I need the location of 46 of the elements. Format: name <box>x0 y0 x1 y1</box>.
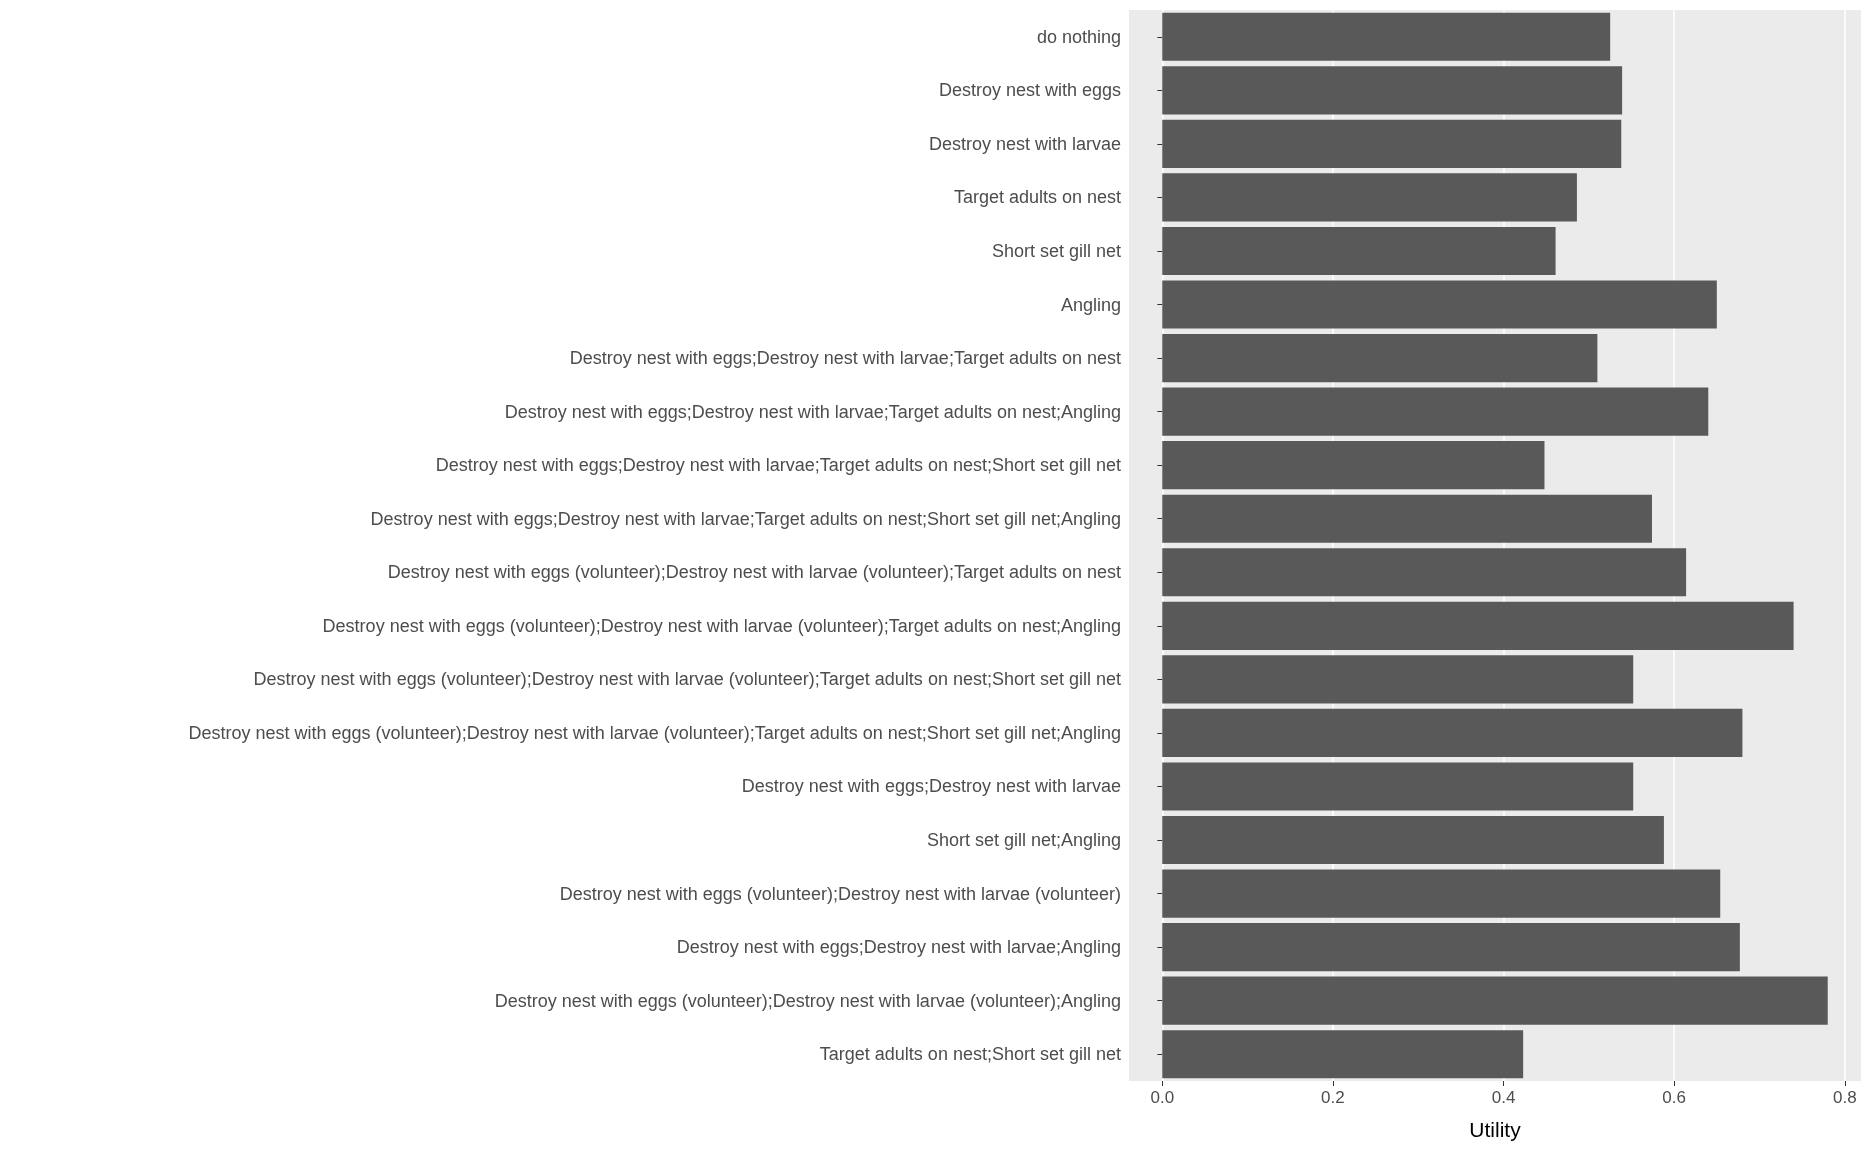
x-axis-title: Utility <box>1469 1118 1522 1141</box>
bar <box>1162 548 1687 597</box>
bar <box>1162 280 1717 329</box>
bar <box>1162 173 1577 222</box>
y-tick-label: Destroy nest with eggs;Destroy nest with larvae;Target adults on nest;Short set gill net <box>435 455 1121 476</box>
bar <box>1162 1030 1524 1079</box>
y-tick-label: Angling <box>1060 294 1121 315</box>
y-tick-label: Destroy nest with eggs <box>938 80 1121 101</box>
bar <box>1162 333 1598 383</box>
y-tick-label: Destroy nest with eggs (volunteer);Destroy nest with larvae (volunteer);Angling <box>494 990 1121 1011</box>
y-tick-label: Destroy nest with eggs;Destroy nest with larvae;Target adults on nest;Short set gill net;Angling <box>370 508 1121 529</box>
x-tick-label: 0.4 <box>1491 1088 1516 1107</box>
y-tick-label: Short set gill net;Angling <box>926 830 1121 851</box>
bar <box>1162 494 1652 543</box>
x-tick-label: 0.2 <box>1321 1088 1345 1107</box>
y-tick-label: Destroy nest with eggs (volunteer);Destroy nest with larvae (volunteer);Target adults on nest;Angling <box>322 615 1121 636</box>
y-tick-label: Destroy nest with eggs (volunteer);Destroy nest with larvae (volunteer) <box>559 883 1121 904</box>
bar <box>1162 441 1545 490</box>
bar <box>1162 12 1611 61</box>
x-tick-label: 0.6 <box>1662 1088 1686 1107</box>
y-tick-label: Target adults on nest <box>953 187 1121 208</box>
y-tick-label: Destroy nest with eggs (volunteer);Destroy nest with larvae (volunteer);Target adults on nest;Short set gill net <box>253 669 1121 690</box>
x-tick-label: 0.0 <box>1150 1088 1175 1107</box>
bar <box>1162 815 1664 865</box>
y-tick-label: Destroy nest with eggs (volunteer);Destroy nest with larvae (volunteer);Target adults on nest;Short set gill net;Angling <box>188 722 1121 743</box>
bar <box>1162 976 1828 1025</box>
y-tick-label: Destroy nest with eggs;Destroy nest with larvae;Target adults on nest <box>569 348 1121 369</box>
y-tick-label: Destroy nest with eggs;Destroy nest with larvae <box>741 776 1121 797</box>
y-tick-label: Destroy nest with eggs;Destroy nest with larvae;Angling <box>676 937 1121 958</box>
bar <box>1162 762 1634 811</box>
bar <box>1162 119 1622 168</box>
y-tick-label: Destroy nest with larvae <box>928 133 1121 154</box>
y-tick-label: Destroy nest with eggs;Destroy nest with larvae;Target adults on nest;Angling <box>504 401 1121 422</box>
y-tick-label: Target adults on nest;Short set gill net <box>819 1044 1121 1065</box>
bar <box>1162 708 1743 758</box>
y-tick-label: Short set gill net <box>991 240 1121 261</box>
y-tick-label: Destroy nest with eggs (volunteer);Destroy nest with larvae (volunteer);Target adults on nest <box>387 562 1121 583</box>
bar <box>1162 923 1740 972</box>
bar <box>1162 66 1623 115</box>
bar <box>1162 601 1794 650</box>
y-tick-label: do nothing <box>1036 26 1121 47</box>
bar <box>1162 387 1709 436</box>
bar <box>1162 226 1556 276</box>
x-tick-label: 0.8 <box>1832 1088 1857 1107</box>
bar <box>1162 869 1721 918</box>
bar <box>1162 655 1634 704</box>
